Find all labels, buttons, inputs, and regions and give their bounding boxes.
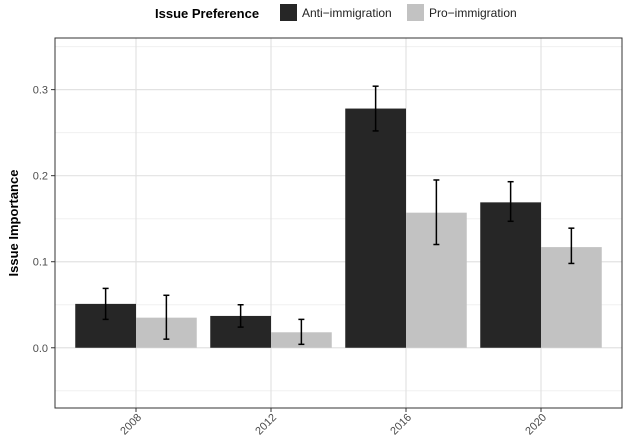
legend: Issue Preference Anti−immigration Pro−im… xyxy=(155,4,517,21)
bar xyxy=(480,202,541,348)
y-tick-label: 0.2 xyxy=(33,171,48,183)
panel-border xyxy=(54,37,623,409)
bars xyxy=(75,108,602,348)
y-tick-label: 0.1 xyxy=(33,257,48,269)
legend-key-anti-immigration xyxy=(280,4,297,21)
y-axis-title: Issue Importance xyxy=(6,170,21,277)
legend-title: Issue Preference xyxy=(155,6,259,21)
x-tick-label: 2016 xyxy=(388,412,414,438)
x-tick-label: 2020 xyxy=(523,412,549,438)
x-axis: 2008 2012 2016 2020 xyxy=(118,408,549,437)
legend-key-pro-immigration xyxy=(407,4,424,21)
x-tick-label: 2008 xyxy=(118,412,144,438)
y-tick-label: 0.3 xyxy=(33,85,48,97)
y-tick-label: 0.0 xyxy=(33,343,48,355)
error-bars xyxy=(102,85,575,346)
bar xyxy=(345,108,406,348)
legend-label-anti-immigration: Anti−immigration xyxy=(302,6,392,20)
legend-label-pro-immigration: Pro−immigration xyxy=(429,6,517,20)
y-axis: 0.0 0.1 0.2 0.3 xyxy=(33,85,55,355)
x-tick-label: 2012 xyxy=(253,412,279,438)
